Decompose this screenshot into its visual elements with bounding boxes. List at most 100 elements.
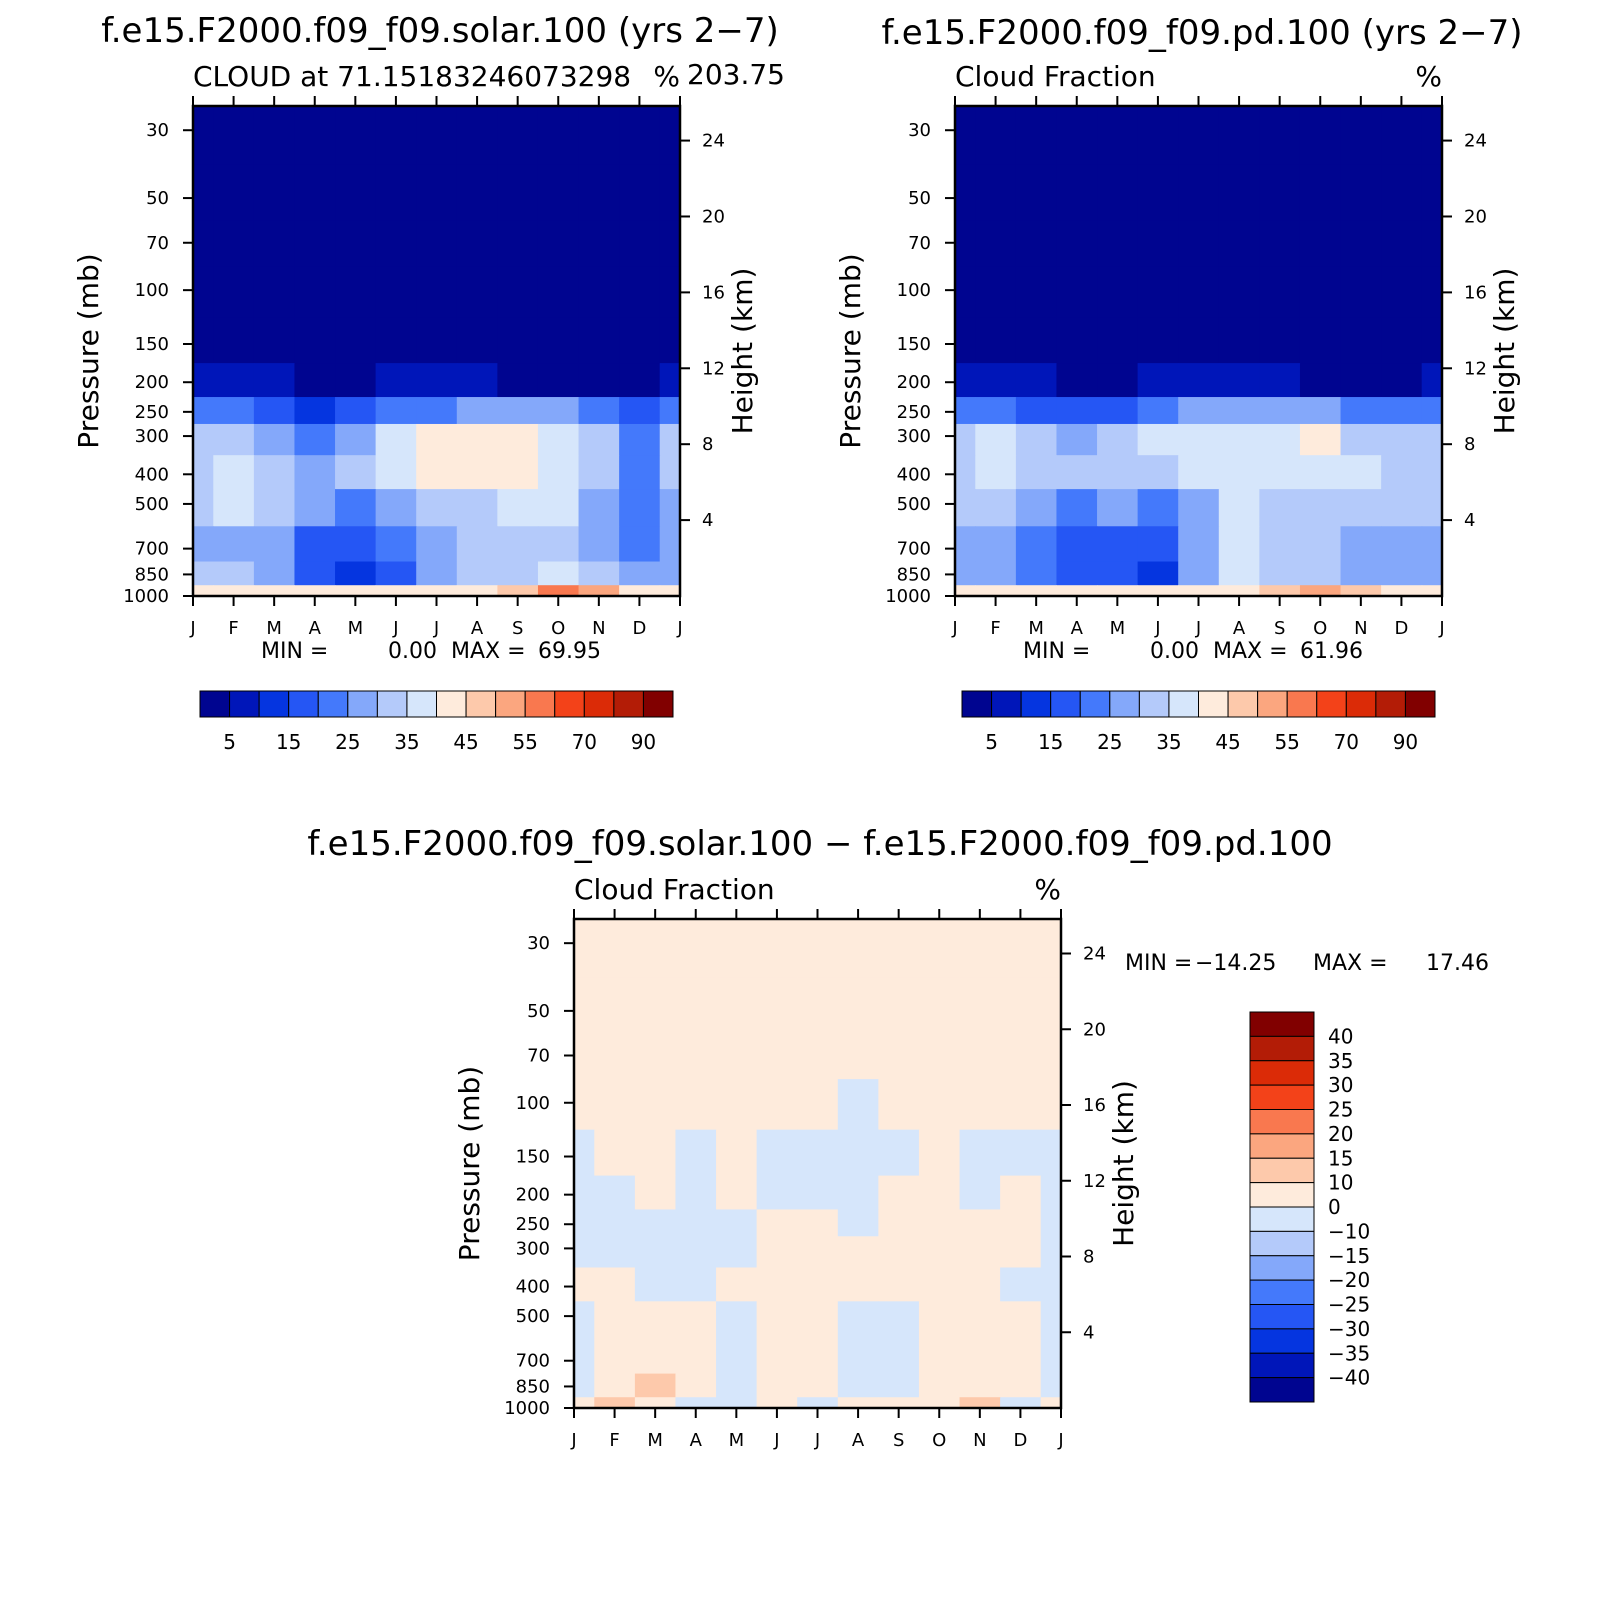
contour-cell — [837, 1338, 879, 1375]
contour-cell — [837, 1033, 879, 1080]
contour-cell — [634, 1338, 676, 1375]
colorbar: 5 15 25 35 45 55 70 90 — [199, 690, 674, 754]
contour-cell — [975, 455, 1017, 490]
contour-cell — [578, 266, 620, 318]
contour-cell — [193, 423, 214, 456]
contour-cell — [594, 1129, 636, 1177]
contour-cell — [1137, 585, 1179, 597]
y2-axis-label: Height (km) — [726, 268, 759, 435]
colorbar-swatch — [583, 690, 615, 718]
contour-cell — [1421, 561, 1443, 586]
contour-cell — [659, 526, 681, 563]
y-tick-label: 400 — [516, 1277, 550, 1298]
contour-cell — [594, 1397, 636, 1409]
y-tick-label: 50 — [527, 1001, 550, 1022]
contour-cell — [1340, 526, 1382, 563]
max-value: 61.96 — [1300, 639, 1363, 664]
contour-cell — [837, 1301, 879, 1339]
contour-cell — [837, 1397, 879, 1409]
contour-cell — [716, 919, 758, 978]
contour-cell — [659, 317, 681, 364]
contour-cell — [416, 423, 458, 456]
contour-cell — [1299, 397, 1342, 425]
panel-2: J F M A M J J A S O N D J 30 50 70 100 150 200 250 300 400 500… — [834, 13, 1523, 754]
contour-cell — [1015, 266, 1057, 318]
contour-cell — [659, 397, 681, 425]
x-tick-label: O — [1313, 618, 1327, 639]
y-tick-label: 150 — [135, 334, 169, 355]
contour-cell — [878, 919, 920, 978]
contour-cell — [837, 1236, 879, 1268]
contour-cell — [1178, 164, 1220, 221]
colorbar-label: 35 — [1328, 1049, 1353, 1073]
contour-cell — [375, 585, 417, 597]
contour-cell — [1097, 526, 1139, 563]
colorbar-label: −35 — [1328, 1341, 1370, 1365]
contour-cell — [574, 1236, 595, 1268]
x-tick-label: J — [951, 618, 957, 639]
contour-cell — [1218, 106, 1260, 165]
contour-cell — [1381, 561, 1423, 586]
colorbar-swatch — [465, 690, 497, 718]
contour-cell — [1056, 455, 1098, 490]
contour-cell — [918, 1267, 961, 1302]
colorbar-label: 45 — [1215, 730, 1240, 754]
colorbar-label: −20 — [1328, 1268, 1370, 1292]
contour-cell — [416, 489, 458, 527]
y-tick-label: 100 — [135, 280, 169, 301]
contour-cell — [537, 220, 580, 267]
y-tick-label: 300 — [135, 426, 169, 447]
contour-cell — [756, 1267, 798, 1302]
contour-cell — [1137, 164, 1179, 221]
contour-cell — [959, 1079, 1001, 1131]
contour-cell — [1299, 526, 1342, 563]
contour-cell — [574, 1267, 595, 1302]
contour-cell — [456, 164, 498, 221]
contour-cell — [574, 1338, 595, 1375]
contour-cell — [1040, 919, 1062, 978]
contour-cell — [375, 397, 417, 425]
x-tick-label: M — [348, 618, 364, 639]
contour-cell — [619, 317, 661, 364]
contour-cell — [797, 1373, 839, 1398]
colorbar: 5 15 25 35 45 55 70 90 — [961, 690, 1436, 754]
contour-cell — [675, 919, 717, 978]
contour-cell — [456, 585, 498, 597]
contour-cell — [1340, 106, 1382, 165]
contour-cell — [1340, 220, 1382, 267]
contour-cell — [375, 266, 417, 318]
contour-cell — [619, 526, 661, 563]
contour-cell — [659, 489, 681, 527]
contour-cell — [1421, 106, 1443, 165]
contour-cell — [497, 164, 539, 221]
contour-cell — [955, 106, 976, 165]
contour-cell — [918, 919, 961, 978]
contour-cell — [594, 1079, 636, 1131]
contour-cell — [675, 1373, 717, 1398]
contour-cell — [1259, 423, 1301, 456]
contour-cell — [1015, 585, 1057, 597]
contour-cell — [578, 455, 620, 490]
colorbar-label: 10 — [1328, 1171, 1353, 1195]
colorbar-label: 35 — [1156, 730, 1181, 754]
contour-cell — [1056, 423, 1098, 456]
contour-cell — [1381, 317, 1423, 364]
contour-cell — [253, 266, 295, 318]
y2-tick-label: 12 — [1083, 1171, 1106, 1192]
contour-cell — [574, 1033, 595, 1080]
colorbar-swatch — [1227, 690, 1259, 718]
contour-cell — [1000, 1079, 1042, 1131]
contour-cell — [1299, 455, 1342, 490]
contour-cell — [1097, 266, 1139, 318]
contour-cell — [1000, 1338, 1042, 1375]
contour-cell — [756, 1079, 798, 1131]
contour-cell — [716, 1397, 758, 1409]
contour-cell — [1381, 164, 1423, 221]
x-tick-label: J — [1057, 1430, 1063, 1451]
contour-cell — [797, 1236, 839, 1268]
contour-cell — [837, 1129, 879, 1177]
contour-cell — [294, 526, 336, 563]
y2-tick-label: 8 — [1083, 1247, 1094, 1268]
contour-cell — [1137, 526, 1179, 563]
contour-cell — [619, 266, 661, 318]
